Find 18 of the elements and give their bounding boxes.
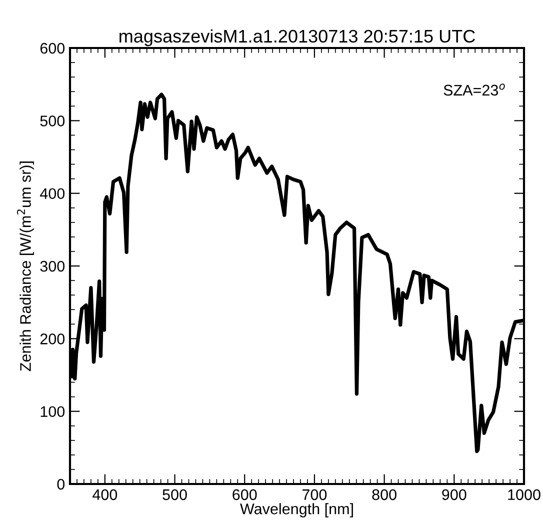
x-tick-label: 500 [162,489,187,500]
x-tick-label: 400 [92,489,118,500]
y-tick-label: 500 [40,116,65,126]
annotation: SZA=23$^{o}$ [444,84,505,96]
y-axis-title: Zenith Radiance [W/(m$^{2}$um sr)] [16,162,34,372]
chart-title: magsaszevisM1.a1.20130713 20:57:15 UTC [120,29,475,46]
y-tick-label: 100 [40,406,65,418]
x-tick-label: 700 [302,489,327,500]
y-tick-label: 300 [40,260,65,272]
y-tick-label: 600 [40,42,65,54]
y-tick-label: 200 [40,334,65,344]
x-tick-label: 800 [372,489,396,500]
y-tick-label: 400 [40,188,65,200]
y-tick-label: 0 [57,478,65,490]
x-tick-label: 900 [442,489,466,500]
x-axis-title: Wavelength [nm] [240,503,353,518]
x-tick-label: 600 [232,489,257,500]
x-tick-label: 1000 [508,489,540,500]
